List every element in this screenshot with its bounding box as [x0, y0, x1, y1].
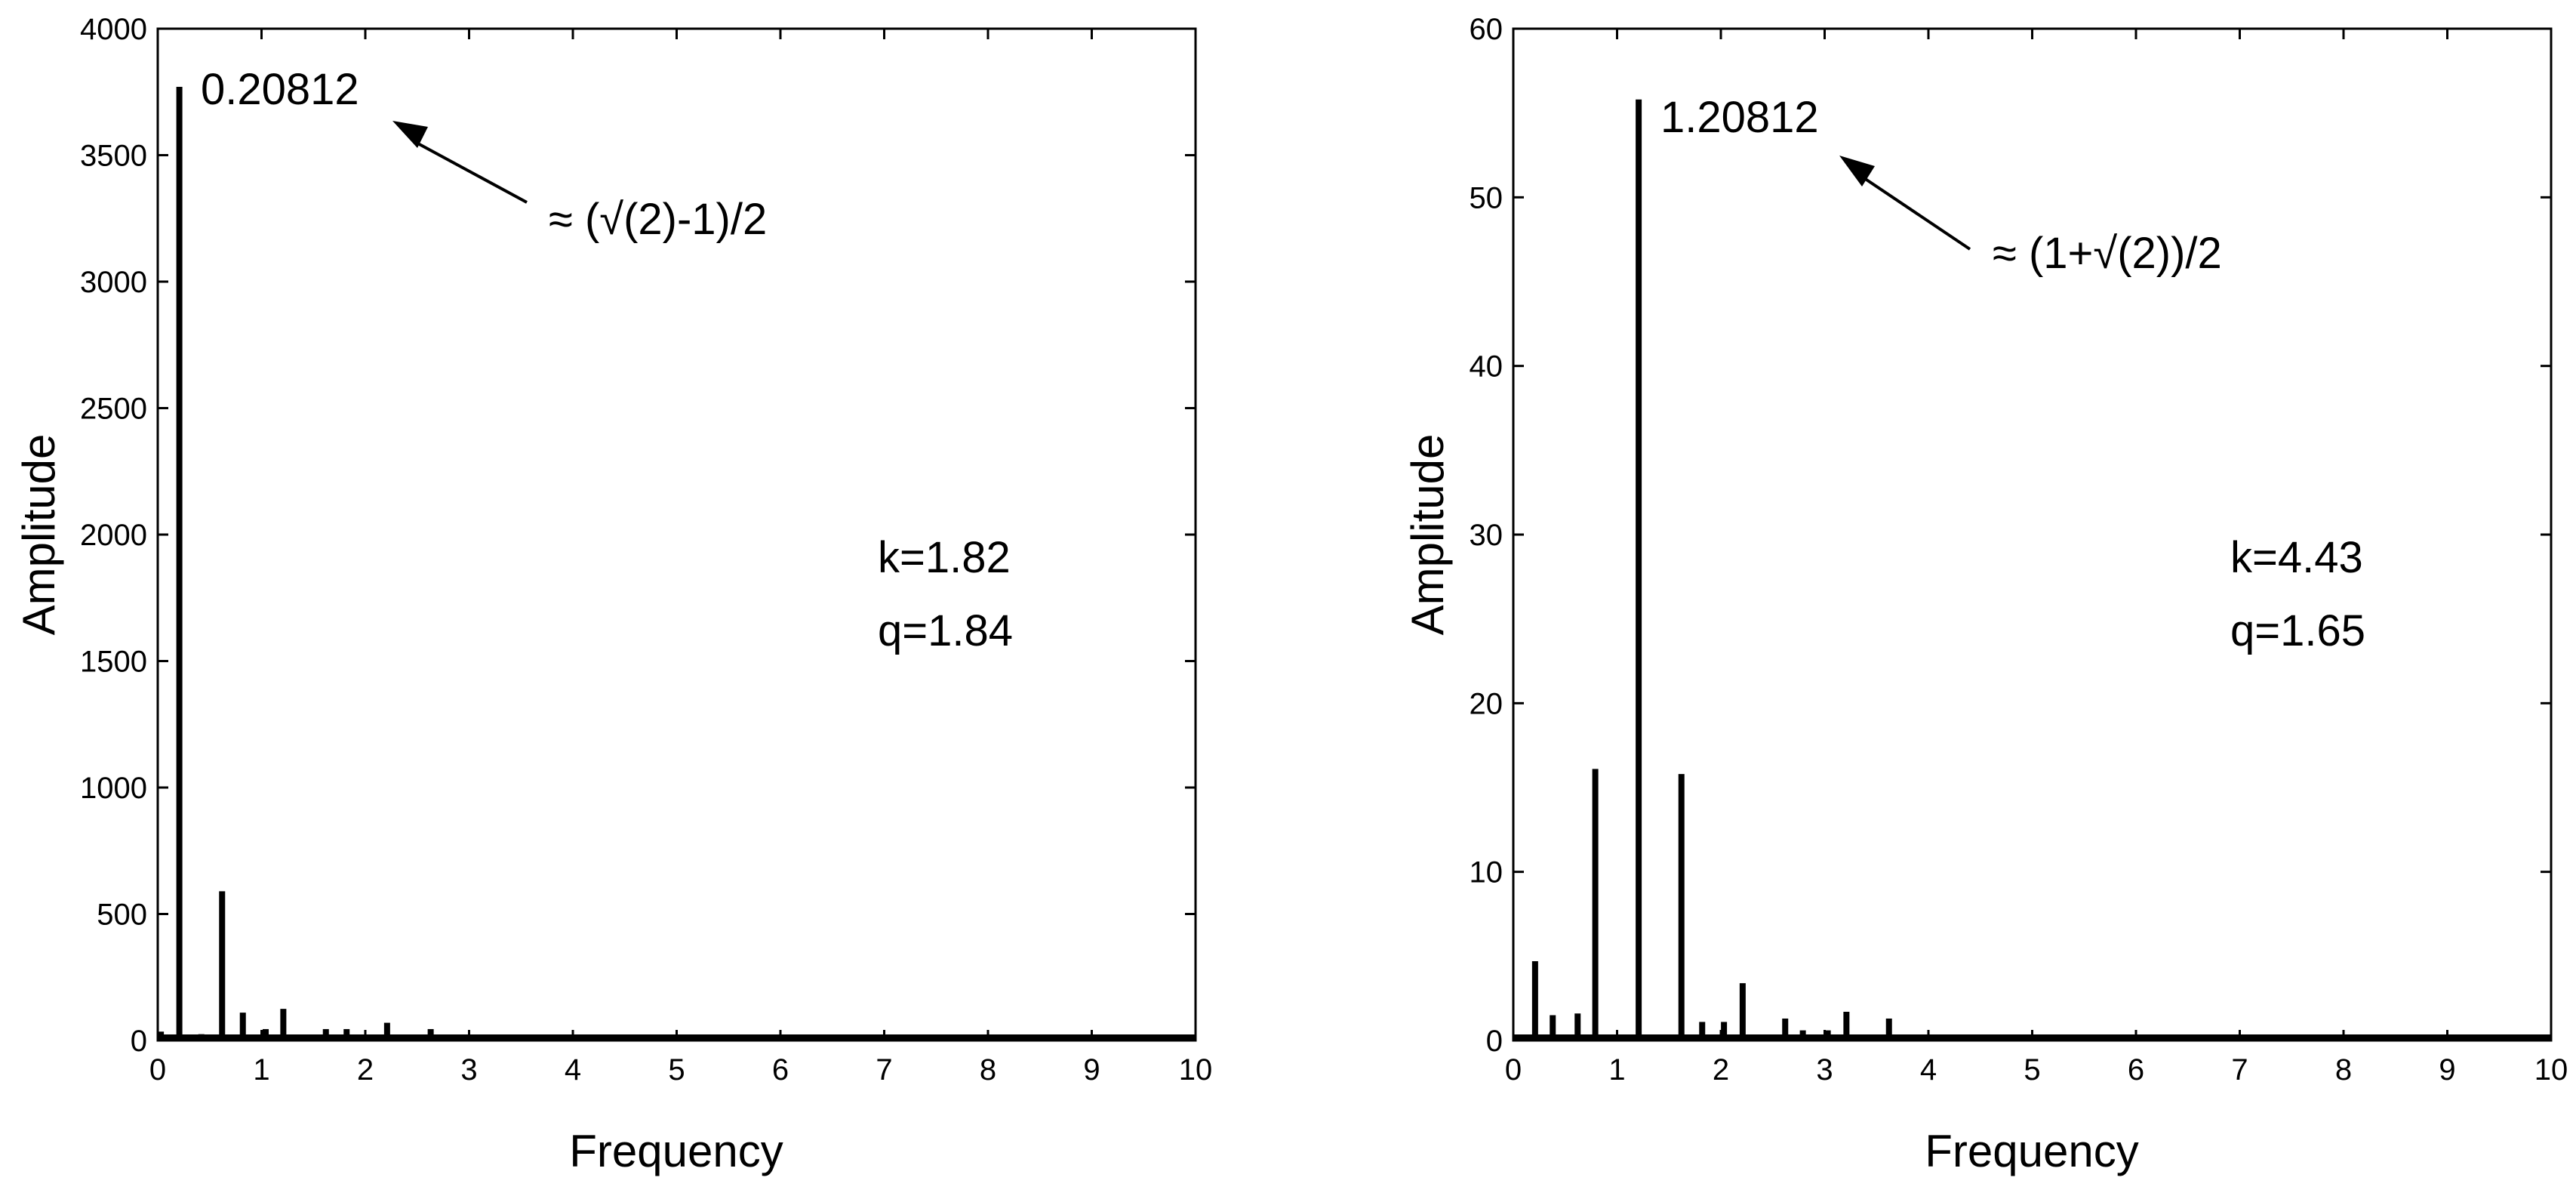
left-y-tick-label: 0	[131, 1025, 147, 1058]
left-arrow-head	[392, 121, 428, 148]
left-param-k: k=1.82	[878, 533, 1011, 582]
left-y-axis-label: Amplitude	[14, 434, 64, 636]
right-x-tick-label: 3	[1816, 1053, 1833, 1087]
left-y-tick-label: 1500	[80, 646, 147, 679]
left-x-tick-label: 4	[565, 1053, 581, 1087]
left-spectrum	[158, 87, 1196, 1040]
left-x-tick-label: 5	[668, 1053, 685, 1087]
left-arrow-label: ≈ (√(2)-1)/2	[549, 195, 767, 244]
left-chart-panel: 0 1 2 3 4 5 6 7 8 9 10 0 500 1000 1500 2000 2500 3000 3500…	[14, 13, 1212, 1176]
right-y-tick-label: 30	[1470, 519, 1503, 552]
left-x-axis-label: Frequency	[569, 1126, 783, 1176]
left-y-tick-label: 3000	[80, 266, 147, 299]
right-x-tick-label: 7	[2231, 1053, 2248, 1087]
left-x-tick-label: 7	[876, 1053, 892, 1087]
right-x-tick-label: 10	[2534, 1053, 2568, 1087]
right-plot-frame	[1512, 27, 2553, 1042]
right-y-tick-label: 20	[1470, 687, 1503, 720]
left-x-tick-label: 0	[149, 1053, 166, 1087]
left-x-tick-label: 6	[772, 1053, 789, 1087]
left-annotation-arrow	[414, 140, 528, 204]
left-peak-label: 0.20812	[201, 65, 359, 114]
right-param-k: k=4.43	[2230, 533, 2363, 582]
right-y-tick-label: 40	[1470, 350, 1503, 384]
right-arrow-head	[1839, 156, 1875, 187]
right-x-tick-label: 9	[2439, 1053, 2455, 1087]
right-x-tick-label: 8	[2335, 1053, 2352, 1087]
right-x-tick-label: 1	[1608, 1053, 1625, 1087]
right-chart-panel: 0 1 2 3 4 5 6 7 8 9 10 0 10 20 30 40 50 60 Frequency Ampl…	[1402, 13, 2568, 1176]
left-x-tick-label: 1	[253, 1053, 269, 1087]
left-y-tick-label: 3500	[80, 140, 147, 173]
right-y-tick-label: 60	[1470, 13, 1503, 46]
right-x-tick-label: 2	[1713, 1053, 1729, 1087]
left-param-q: q=1.84	[878, 606, 1013, 655]
left-x-tick-label: 9	[1083, 1053, 1100, 1087]
left-ticks: 0 1 2 3 4 5 6 7 8 9 10 0 500 1000 1500 2000 2500 3000 3500…	[80, 13, 1212, 1087]
left-y-tick-label: 1000	[80, 772, 147, 805]
left-x-tick-label: 8	[980, 1053, 996, 1087]
right-y-axis-label: Amplitude	[1402, 434, 1453, 636]
right-x-tick-label: 5	[2024, 1053, 2040, 1087]
left-x-tick-label: 10	[1179, 1053, 1213, 1087]
right-param-q: q=1.65	[2230, 606, 2365, 655]
left-y-tick-label: 500	[97, 899, 147, 932]
left-y-tick-label: 2500	[80, 393, 147, 426]
right-y-tick-label: 0	[1486, 1025, 1503, 1058]
left-y-tick-label: 4000	[80, 13, 147, 46]
left-x-tick-label: 3	[460, 1053, 477, 1087]
right-x-axis-label: Frequency	[1925, 1126, 2138, 1176]
right-x-tick-label: 6	[2128, 1053, 2144, 1087]
right-x-tick-label: 4	[1920, 1053, 1937, 1087]
right-arrow-label: ≈ (1+√(2))/2	[1993, 229, 2222, 278]
right-ticks: 0 1 2 3 4 5 6 7 8 9 10 0 10 20 30 40 50 60	[1470, 13, 2568, 1087]
right-peak-label: 1.20812	[1660, 93, 1819, 142]
right-x-tick-label: 0	[1505, 1053, 1522, 1087]
left-plot-frame	[156, 27, 1197, 1042]
right-annotation-arrow	[1860, 175, 1971, 251]
right-y-tick-label: 50	[1470, 181, 1503, 214]
right-spectrum	[1513, 99, 2551, 1040]
left-y-tick-label: 2000	[80, 519, 147, 552]
left-x-tick-label: 2	[357, 1053, 374, 1087]
right-y-tick-label: 10	[1470, 856, 1503, 889]
